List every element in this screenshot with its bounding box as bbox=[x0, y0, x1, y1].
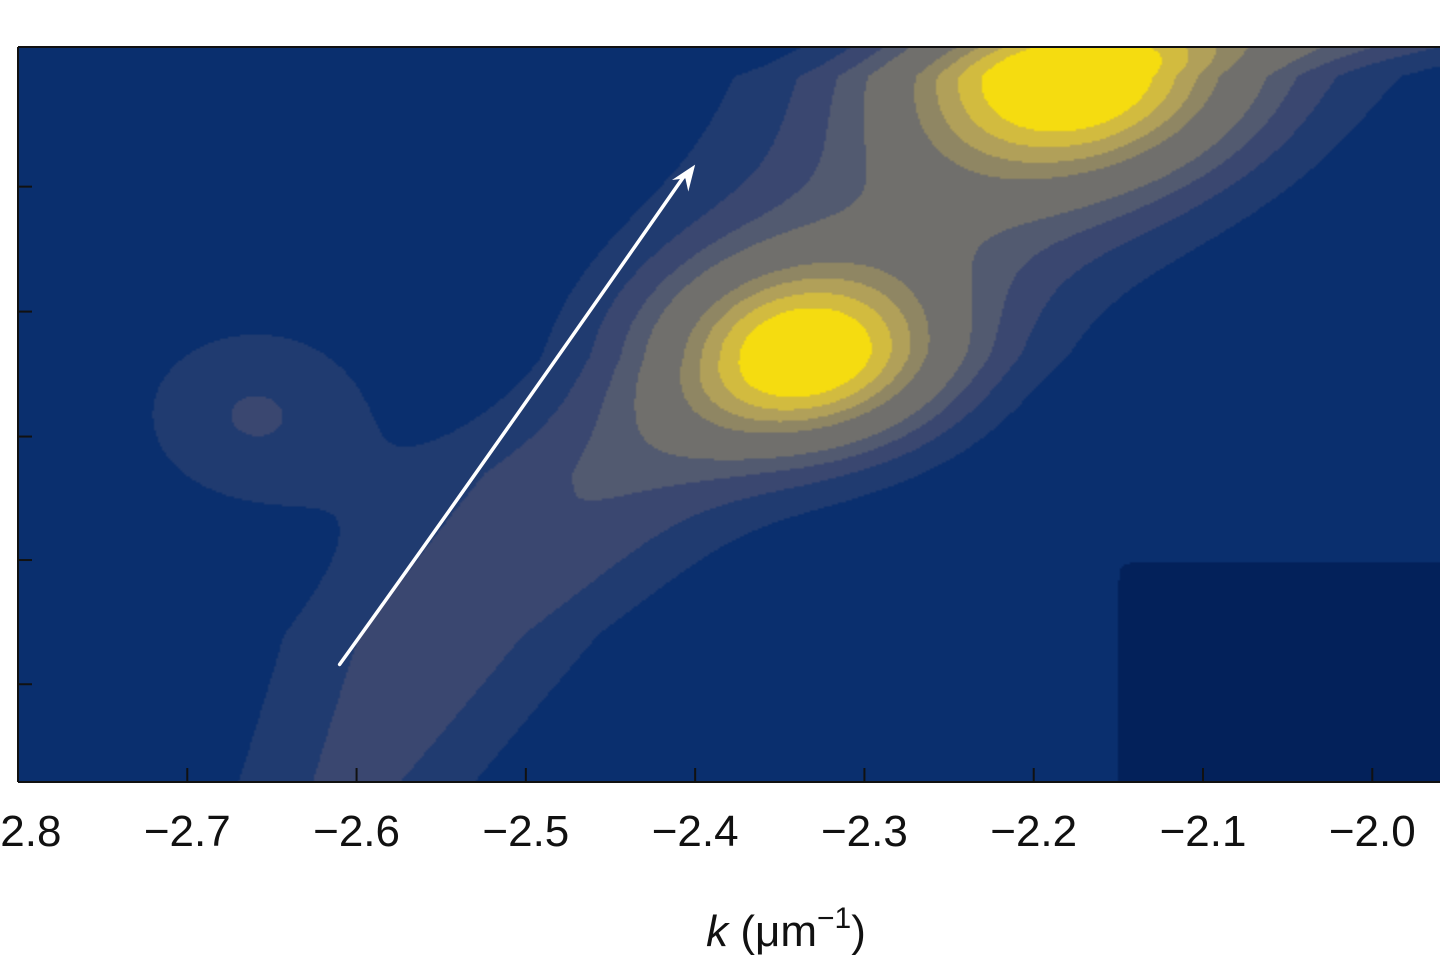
y-axis-ticks bbox=[18, 185, 32, 686]
x-tick-label: −2.3 bbox=[821, 807, 908, 856]
x-tick-label: −2.2 bbox=[990, 807, 1077, 856]
x-axis-label: k (μm−1) bbox=[706, 902, 866, 956]
x-axis-label-exponent: −1 bbox=[817, 902, 851, 935]
x-axis-tick-labels: −2.8 −2.7 −2.6 −2.5 −2.4 −2.3 −2.2 −2.1 −2.0 bbox=[0, 807, 1416, 856]
x-tick-label: −2.7 bbox=[144, 807, 231, 856]
contour-heatmap bbox=[18, 47, 1440, 782]
x-tick-label: −2.1 bbox=[1160, 807, 1247, 856]
x-tick-label: −2.5 bbox=[482, 807, 569, 856]
x-tick-label: −2.4 bbox=[652, 807, 739, 856]
x-axis-label-close: ) bbox=[851, 907, 866, 956]
annotation-arrow bbox=[337, 172, 687, 667]
x-tick-label: −2.6 bbox=[313, 807, 400, 856]
plot-area bbox=[18, 47, 1440, 782]
x-tick-label: −2.8 bbox=[0, 807, 61, 856]
x-tick-label: −2.0 bbox=[1329, 807, 1416, 856]
x-axis-label-symbol: k bbox=[706, 907, 730, 956]
x-axis-label-unit: (μm bbox=[728, 907, 817, 956]
x-axis-ticks bbox=[17, 768, 1374, 782]
annotation-arrowhead bbox=[671, 164, 696, 192]
